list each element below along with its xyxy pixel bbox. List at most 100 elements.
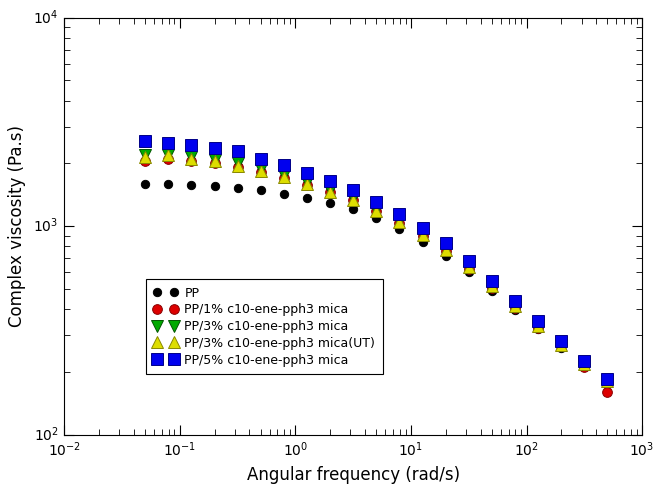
PP/3% c10-ene-pph3 mica(UT) — [326, 189, 334, 195]
PP — [326, 200, 334, 206]
PP/5% c10-ene-pph3 mica — [188, 142, 196, 148]
PP — [164, 181, 172, 186]
PP/1% c10-ene-pph3 mica — [418, 233, 426, 239]
PP/1% c10-ene-pph3 mica — [603, 389, 611, 395]
PP/5% c10-ene-pph3 mica — [442, 240, 450, 246]
PP/3% c10-ene-pph3 mica — [418, 232, 426, 238]
PP/1% c10-ene-pph3 mica — [188, 158, 196, 164]
PP — [580, 362, 588, 368]
PP/5% c10-ene-pph3 mica — [349, 187, 357, 193]
PP/5% c10-ene-pph3 mica — [465, 258, 473, 264]
PP/3% c10-ene-pph3 mica — [372, 207, 380, 213]
PP/1% c10-ene-pph3 mica — [349, 197, 357, 203]
PP/1% c10-ene-pph3 mica — [326, 189, 334, 195]
PP/3% c10-ene-pph3 mica(UT) — [603, 378, 611, 384]
PP/5% c10-ene-pph3 mica — [395, 211, 403, 217]
PP/1% c10-ene-pph3 mica — [465, 266, 473, 272]
PP/3% c10-ene-pph3 mica — [488, 282, 496, 288]
PP/1% c10-ene-pph3 mica — [534, 325, 542, 331]
PP/3% c10-ene-pph3 mica(UT) — [395, 219, 403, 225]
PP/5% c10-ene-pph3 mica — [141, 138, 149, 144]
PP — [465, 270, 473, 276]
PP/3% c10-ene-pph3 mica(UT) — [188, 156, 196, 162]
PP — [349, 206, 357, 212]
PP/5% c10-ene-pph3 mica — [603, 376, 611, 382]
PP/3% c10-ene-pph3 mica(UT) — [465, 264, 473, 270]
X-axis label: Angular frequency (rad/s): Angular frequency (rad/s) — [247, 465, 459, 484]
PP — [511, 307, 519, 313]
PP/3% c10-ene-pph3 mica(UT) — [141, 154, 149, 160]
PP/3% c10-ene-pph3 mica(UT) — [257, 168, 265, 174]
PP/3% c10-ene-pph3 mica — [558, 341, 566, 347]
PP/3% c10-ene-pph3 mica(UT) — [488, 283, 496, 289]
PP/1% c10-ene-pph3 mica — [303, 182, 311, 187]
PP/3% c10-ene-pph3 mica(UT) — [558, 342, 566, 348]
PP/5% c10-ene-pph3 mica — [511, 299, 519, 305]
PP/3% c10-ene-pph3 mica — [580, 360, 588, 366]
PP/3% c10-ene-pph3 mica — [211, 157, 219, 163]
PP/3% c10-ene-pph3 mica(UT) — [211, 158, 219, 164]
PP/5% c10-ene-pph3 mica — [580, 358, 588, 364]
PP/3% c10-ene-pph3 mica — [349, 195, 357, 201]
PP/3% c10-ene-pph3 mica — [188, 154, 196, 160]
PP/5% c10-ene-pph3 mica — [303, 170, 311, 176]
PP/3% c10-ene-pph3 mica — [465, 264, 473, 270]
PP/1% c10-ene-pph3 mica — [580, 365, 588, 370]
PP/3% c10-ene-pph3 mica(UT) — [442, 247, 450, 253]
PP/3% c10-ene-pph3 mica — [442, 246, 450, 252]
PP/5% c10-ene-pph3 mica — [488, 278, 496, 284]
PP — [372, 215, 380, 221]
PP/3% c10-ene-pph3 mica — [164, 152, 172, 157]
PP — [233, 184, 241, 190]
PP/1% c10-ene-pph3 mica — [372, 208, 380, 214]
PP/5% c10-ene-pph3 mica — [257, 156, 265, 162]
PP/3% c10-ene-pph3 mica — [141, 152, 149, 157]
PP — [603, 381, 611, 387]
PP/1% c10-ene-pph3 mica — [442, 248, 450, 254]
PP — [442, 253, 450, 259]
PP — [141, 181, 149, 186]
PP/3% c10-ene-pph3 mica — [395, 218, 403, 224]
PP/5% c10-ene-pph3 mica — [558, 338, 566, 344]
PP/3% c10-ene-pph3 mica(UT) — [418, 232, 426, 238]
PP/1% c10-ene-pph3 mica — [488, 285, 496, 291]
PP — [257, 187, 265, 193]
PP/3% c10-ene-pph3 mica — [257, 166, 265, 172]
PP/3% c10-ene-pph3 mica — [326, 187, 334, 193]
PP/3% c10-ene-pph3 mica(UT) — [534, 324, 542, 330]
PP/3% c10-ene-pph3 mica — [534, 322, 542, 328]
PP/1% c10-ene-pph3 mica — [558, 343, 566, 349]
PP — [418, 239, 426, 245]
PP/5% c10-ene-pph3 mica — [534, 318, 542, 324]
PP/1% c10-ene-pph3 mica — [233, 164, 241, 170]
Line: PP/5% c10-ene-pph3 mica: PP/5% c10-ene-pph3 mica — [139, 136, 613, 384]
PP/1% c10-ene-pph3 mica — [164, 156, 172, 162]
PP/3% c10-ene-pph3 mica(UT) — [580, 361, 588, 367]
PP/1% c10-ene-pph3 mica — [511, 305, 519, 311]
PP/3% c10-ene-pph3 mica(UT) — [349, 197, 357, 203]
PP/3% c10-ene-pph3 mica(UT) — [511, 303, 519, 308]
PP/5% c10-ene-pph3 mica — [326, 179, 334, 184]
PP — [395, 226, 403, 232]
PP/5% c10-ene-pph3 mica — [418, 225, 426, 231]
PP/5% c10-ene-pph3 mica — [372, 199, 380, 205]
PP/1% c10-ene-pph3 mica — [395, 219, 403, 225]
PP/3% c10-ene-pph3 mica(UT) — [303, 181, 311, 187]
PP — [534, 326, 542, 332]
PP/1% c10-ene-pph3 mica — [211, 160, 219, 166]
Line: PP/3% c10-ene-pph3 mica(UT): PP/3% c10-ene-pph3 mica(UT) — [139, 149, 613, 387]
PP — [211, 183, 219, 189]
PP/3% c10-ene-pph3 mica(UT) — [372, 208, 380, 214]
PP/3% c10-ene-pph3 mica — [233, 160, 241, 166]
PP/1% c10-ene-pph3 mica — [257, 169, 265, 175]
PP/1% c10-ene-pph3 mica — [141, 158, 149, 164]
PP/3% c10-ene-pph3 mica — [511, 302, 519, 308]
PP/5% c10-ene-pph3 mica — [280, 162, 288, 168]
PP/3% c10-ene-pph3 mica — [303, 180, 311, 185]
Legend: PP, PP/1% c10-ene-pph3 mica, PP/3% c10-ene-pph3 mica, PP/3% c10-ene-pph3 mica(UT: PP, PP/1% c10-ene-pph3 mica, PP/3% c10-e… — [146, 279, 383, 374]
PP — [488, 288, 496, 294]
PP/1% c10-ene-pph3 mica — [280, 175, 288, 181]
Line: PP: PP — [141, 180, 611, 388]
PP/3% c10-ene-pph3 mica(UT) — [164, 152, 172, 157]
PP/5% c10-ene-pph3 mica — [164, 140, 172, 146]
